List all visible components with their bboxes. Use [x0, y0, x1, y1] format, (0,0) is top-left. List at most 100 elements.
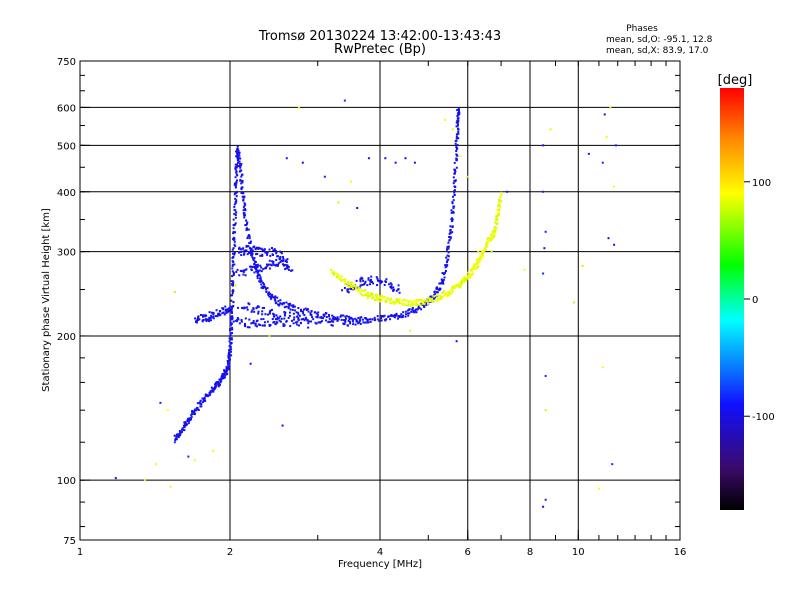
- data-point: [431, 298, 434, 301]
- stats-line-o: mean, sd,O: -95.1, 12.8: [606, 35, 713, 45]
- data-point: [370, 293, 373, 296]
- data-point: [429, 299, 432, 302]
- data-point: [462, 277, 465, 280]
- data-point: [239, 166, 242, 169]
- data-point: [392, 300, 395, 303]
- data-point: [277, 317, 280, 320]
- data-point: [241, 186, 244, 189]
- data-point: [452, 207, 455, 210]
- data-point: [453, 179, 456, 182]
- data-point: [284, 268, 287, 271]
- data-point: [293, 316, 296, 319]
- data-point: [234, 209, 237, 212]
- data-point: [232, 281, 235, 284]
- data-point: [440, 278, 443, 281]
- data-point: [614, 144, 617, 147]
- x-tick-label: 2: [227, 547, 233, 558]
- data-point: [395, 289, 398, 292]
- data-point: [269, 254, 272, 257]
- data-point: [292, 312, 295, 315]
- data-point: [451, 287, 454, 290]
- data-point: [362, 321, 365, 324]
- data-point: [182, 428, 185, 431]
- data-point: [286, 266, 289, 269]
- data-point: [177, 433, 180, 436]
- data-point: [448, 239, 451, 242]
- data-point: [233, 193, 236, 196]
- data-point: [232, 274, 235, 277]
- data-point: [331, 317, 334, 320]
- data-point: [212, 390, 215, 393]
- data-point: [447, 294, 450, 297]
- data-point: [442, 272, 445, 275]
- data-point: [391, 301, 394, 304]
- data-point: [204, 315, 207, 318]
- data-point: [372, 295, 375, 298]
- data-point: [319, 321, 322, 324]
- data-point: [231, 275, 234, 278]
- data-point: [256, 275, 259, 278]
- data-point: [455, 148, 458, 151]
- data-point: [433, 291, 436, 294]
- x-tick-label: 8: [527, 547, 533, 558]
- data-point: [506, 190, 509, 193]
- data-point: [268, 248, 271, 251]
- data-point: [334, 316, 337, 319]
- data-point: [231, 292, 234, 295]
- data-point: [362, 279, 365, 282]
- data-point: [179, 432, 182, 435]
- data-point: [266, 264, 269, 267]
- data-point: [222, 374, 225, 377]
- data-point: [303, 314, 306, 317]
- data-point: [218, 382, 221, 385]
- data-point: [267, 291, 270, 294]
- data-point: [203, 397, 206, 400]
- data-point: [228, 363, 231, 366]
- data-point: [410, 304, 413, 307]
- data-point: [230, 311, 233, 314]
- data-point: [252, 322, 255, 325]
- data-point: [475, 262, 478, 265]
- data-point: [445, 292, 448, 295]
- data-point: [455, 159, 458, 162]
- data-point: [443, 294, 446, 297]
- x-tick-label: 16: [674, 547, 687, 558]
- data-point: [257, 246, 260, 249]
- data-point: [413, 299, 416, 302]
- data-point: [270, 295, 273, 298]
- data-point: [231, 315, 234, 318]
- data-point: [397, 288, 400, 291]
- data-point: [317, 311, 320, 314]
- data-point: [262, 318, 265, 321]
- data-point: [366, 297, 369, 300]
- data-point: [237, 158, 240, 161]
- data-point: [228, 349, 231, 352]
- data-point: [433, 296, 436, 299]
- data-point: [245, 268, 248, 271]
- data-point: [417, 305, 420, 308]
- data-point: [265, 287, 268, 290]
- x-tick-label: 4: [377, 547, 383, 558]
- data-point: [243, 202, 246, 205]
- data-point: [470, 268, 473, 271]
- data-point: [449, 228, 452, 231]
- data-point: [346, 290, 349, 293]
- data-point: [468, 276, 471, 279]
- data-point: [364, 317, 367, 320]
- data-point: [221, 307, 224, 310]
- data-point: [376, 284, 379, 287]
- data-point: [234, 168, 237, 171]
- data-point: [229, 350, 232, 353]
- data-point: [221, 376, 224, 379]
- data-point: [341, 289, 344, 292]
- data-point: [282, 263, 285, 266]
- data-point: [254, 260, 257, 263]
- data-point: [460, 284, 463, 287]
- data-point: [453, 286, 456, 289]
- data-point: [202, 314, 205, 317]
- data-point: [389, 282, 392, 285]
- data-point: [266, 287, 269, 290]
- data-point: [231, 284, 234, 287]
- data-point: [231, 332, 234, 335]
- data-point: [423, 302, 426, 305]
